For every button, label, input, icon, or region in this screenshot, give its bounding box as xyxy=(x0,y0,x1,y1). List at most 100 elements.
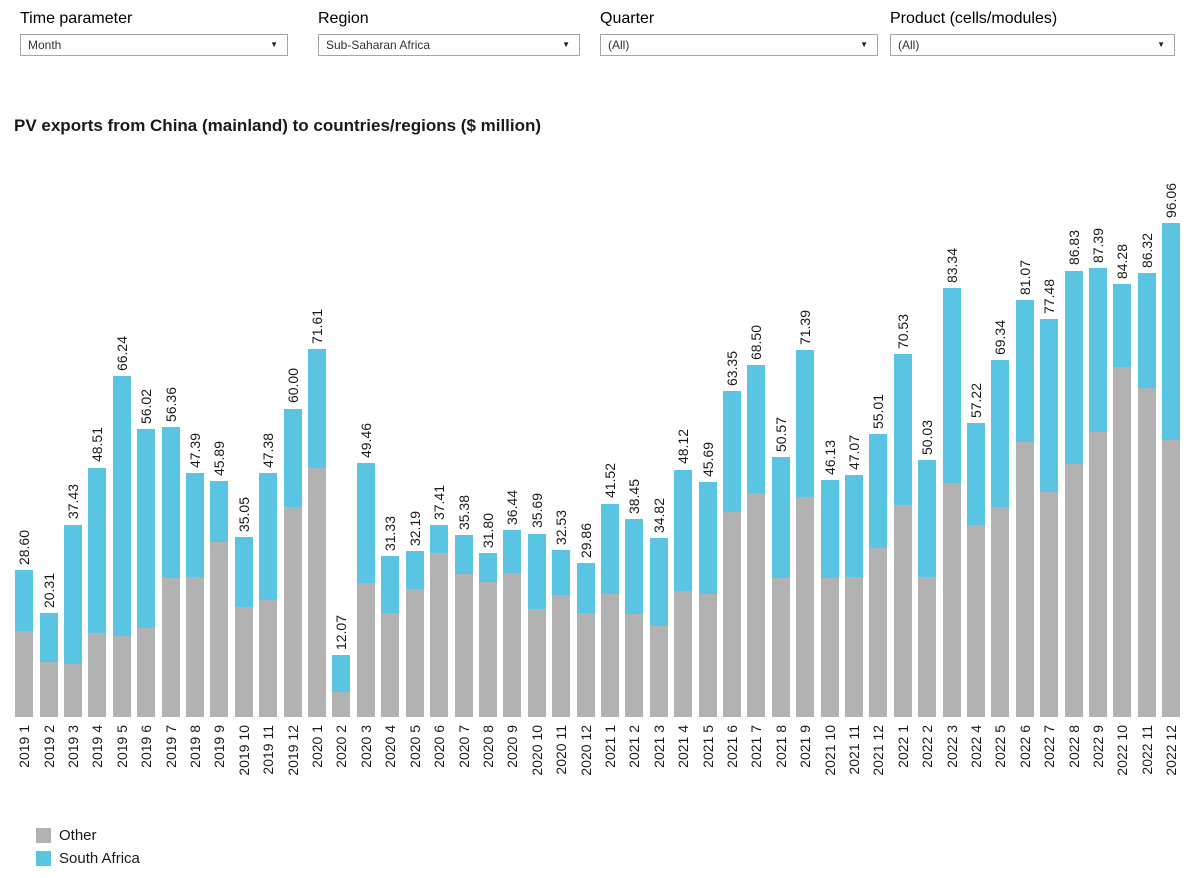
filter-time-parameter-select[interactable]: Month ▼ xyxy=(20,34,288,56)
bar-segment-south-africa[interactable] xyxy=(454,535,473,574)
stacked-bar[interactable] xyxy=(1137,273,1156,717)
bar-segment-south-africa[interactable] xyxy=(234,536,253,607)
bar-segment-south-africa[interactable] xyxy=(1064,270,1083,464)
stacked-bar[interactable] xyxy=(845,474,864,717)
bar-segment-south-africa[interactable] xyxy=(332,654,351,692)
bar-segment-other[interactable] xyxy=(722,511,741,717)
bar-column[interactable]: 34.82 xyxy=(647,157,671,717)
bar-segment-south-africa[interactable] xyxy=(186,473,205,578)
bar-column[interactable]: 35.05 xyxy=(232,157,256,717)
bar-segment-other[interactable] xyxy=(600,594,619,717)
stacked-bar[interactable] xyxy=(918,459,937,717)
bar-column[interactable]: 70.53 xyxy=(891,157,915,717)
bar-segment-other[interactable] xyxy=(1113,366,1132,717)
legend-item-other[interactable]: Other xyxy=(36,824,140,847)
stacked-bar[interactable] xyxy=(88,467,107,717)
bar-column[interactable]: 96.06 xyxy=(1159,157,1183,717)
bar-segment-other[interactable] xyxy=(967,525,986,717)
bar-column[interactable]: 46.13 xyxy=(817,157,841,717)
stacked-bar[interactable] xyxy=(39,612,58,717)
bar-column[interactable]: 28.60 xyxy=(12,157,36,717)
bar-column[interactable]: 38.45 xyxy=(622,157,646,717)
stacked-bar[interactable] xyxy=(308,348,327,717)
bar-column[interactable]: 32.53 xyxy=(549,157,573,717)
bar-column[interactable]: 12.07 xyxy=(329,157,353,717)
bar-segment-other[interactable] xyxy=(186,577,205,717)
stacked-bar[interactable] xyxy=(796,349,815,717)
bar-column[interactable]: 35.38 xyxy=(451,157,475,717)
stacked-bar[interactable] xyxy=(869,434,888,717)
bar-segment-other[interactable] xyxy=(332,691,351,717)
bar-segment-other[interactable] xyxy=(674,591,693,717)
bar-column[interactable]: 31.80 xyxy=(476,157,500,717)
bar-column[interactable]: 84.28 xyxy=(1110,157,1134,717)
bar-column[interactable]: 50.57 xyxy=(769,157,793,717)
bar-segment-south-africa[interactable] xyxy=(967,422,986,526)
bar-segment-other[interactable] xyxy=(1040,491,1059,717)
stacked-bar[interactable] xyxy=(747,364,766,717)
bar-segment-south-africa[interactable] xyxy=(600,503,619,595)
stacked-bar[interactable] xyxy=(1162,223,1181,717)
bar-segment-other[interactable] xyxy=(356,582,375,717)
bar-segment-other[interactable] xyxy=(845,577,864,717)
stacked-bar[interactable] xyxy=(893,354,912,717)
bar-segment-south-africa[interactable] xyxy=(820,479,839,579)
bar-segment-south-africa[interactable] xyxy=(771,456,790,579)
stacked-bar[interactable] xyxy=(649,538,668,717)
bar-column[interactable]: 41.52 xyxy=(598,157,622,717)
filter-quarter-select[interactable]: (All) ▼ xyxy=(600,34,878,56)
bar-column[interactable]: 37.41 xyxy=(427,157,451,717)
bar-segment-south-africa[interactable] xyxy=(649,538,668,626)
bar-segment-south-africa[interactable] xyxy=(405,551,424,589)
bar-column[interactable]: 45.89 xyxy=(207,157,231,717)
bar-column[interactable]: 56.02 xyxy=(134,157,158,717)
bar-segment-other[interactable] xyxy=(259,599,278,717)
stacked-bar[interactable] xyxy=(64,524,83,717)
bar-column[interactable]: 81.07 xyxy=(1013,157,1037,717)
bar-segment-other[interactable] xyxy=(771,578,790,717)
bar-column[interactable]: 77.48 xyxy=(1037,157,1061,717)
filter-region-select[interactable]: Sub-Saharan Africa ▼ xyxy=(318,34,580,56)
bar-column[interactable]: 31.33 xyxy=(378,157,402,717)
stacked-bar[interactable] xyxy=(112,376,131,717)
bar-segment-south-africa[interactable] xyxy=(478,553,497,582)
bar-segment-south-africa[interactable] xyxy=(747,364,766,493)
bar-segment-other[interactable] xyxy=(893,505,912,717)
stacked-bar[interactable] xyxy=(503,529,522,717)
filter-product-select[interactable]: (All) ▼ xyxy=(890,34,1175,56)
bar-segment-south-africa[interactable] xyxy=(137,428,156,628)
bar-segment-other[interactable] xyxy=(137,628,156,717)
bar-column[interactable]: 47.39 xyxy=(183,157,207,717)
bar-column[interactable]: 57.22 xyxy=(964,157,988,717)
legend-item-south-africa[interactable]: South Africa xyxy=(36,847,140,870)
stacked-bar[interactable] xyxy=(1040,318,1059,717)
bar-segment-other[interactable] xyxy=(918,577,937,717)
bar-column[interactable]: 45.69 xyxy=(695,157,719,717)
bar-segment-other[interactable] xyxy=(283,507,302,717)
stacked-bar[interactable] xyxy=(478,553,497,717)
bar-segment-south-africa[interactable] xyxy=(918,459,937,578)
bar-column[interactable]: 32.19 xyxy=(403,157,427,717)
bar-segment-other[interactable] xyxy=(210,542,229,717)
bar-column[interactable]: 60.00 xyxy=(280,157,304,717)
bar-segment-other[interactable] xyxy=(381,613,400,717)
bar-segment-other[interactable] xyxy=(1162,439,1181,717)
bar-segment-other[interactable] xyxy=(796,496,815,717)
bar-segment-south-africa[interactable] xyxy=(381,555,400,614)
bar-column[interactable]: 71.61 xyxy=(305,157,329,717)
bar-column[interactable]: 69.34 xyxy=(988,157,1012,717)
stacked-bar[interactable] xyxy=(527,533,546,717)
stacked-bar[interactable] xyxy=(259,473,278,717)
bar-segment-other[interactable] xyxy=(698,594,717,717)
stacked-bar[interactable] xyxy=(137,428,156,717)
bar-column[interactable]: 47.38 xyxy=(256,157,280,717)
bar-segment-south-africa[interactable] xyxy=(1137,273,1156,388)
bar-column[interactable]: 48.12 xyxy=(671,157,695,717)
stacked-bar[interactable] xyxy=(991,360,1010,717)
bar-segment-other[interactable] xyxy=(747,492,766,717)
bar-segment-south-africa[interactable] xyxy=(893,354,912,506)
bar-segment-south-africa[interactable] xyxy=(88,467,107,634)
bar-segment-south-africa[interactable] xyxy=(1113,283,1132,367)
bar-segment-other[interactable] xyxy=(161,578,180,717)
bar-segment-other[interactable] xyxy=(625,614,644,717)
